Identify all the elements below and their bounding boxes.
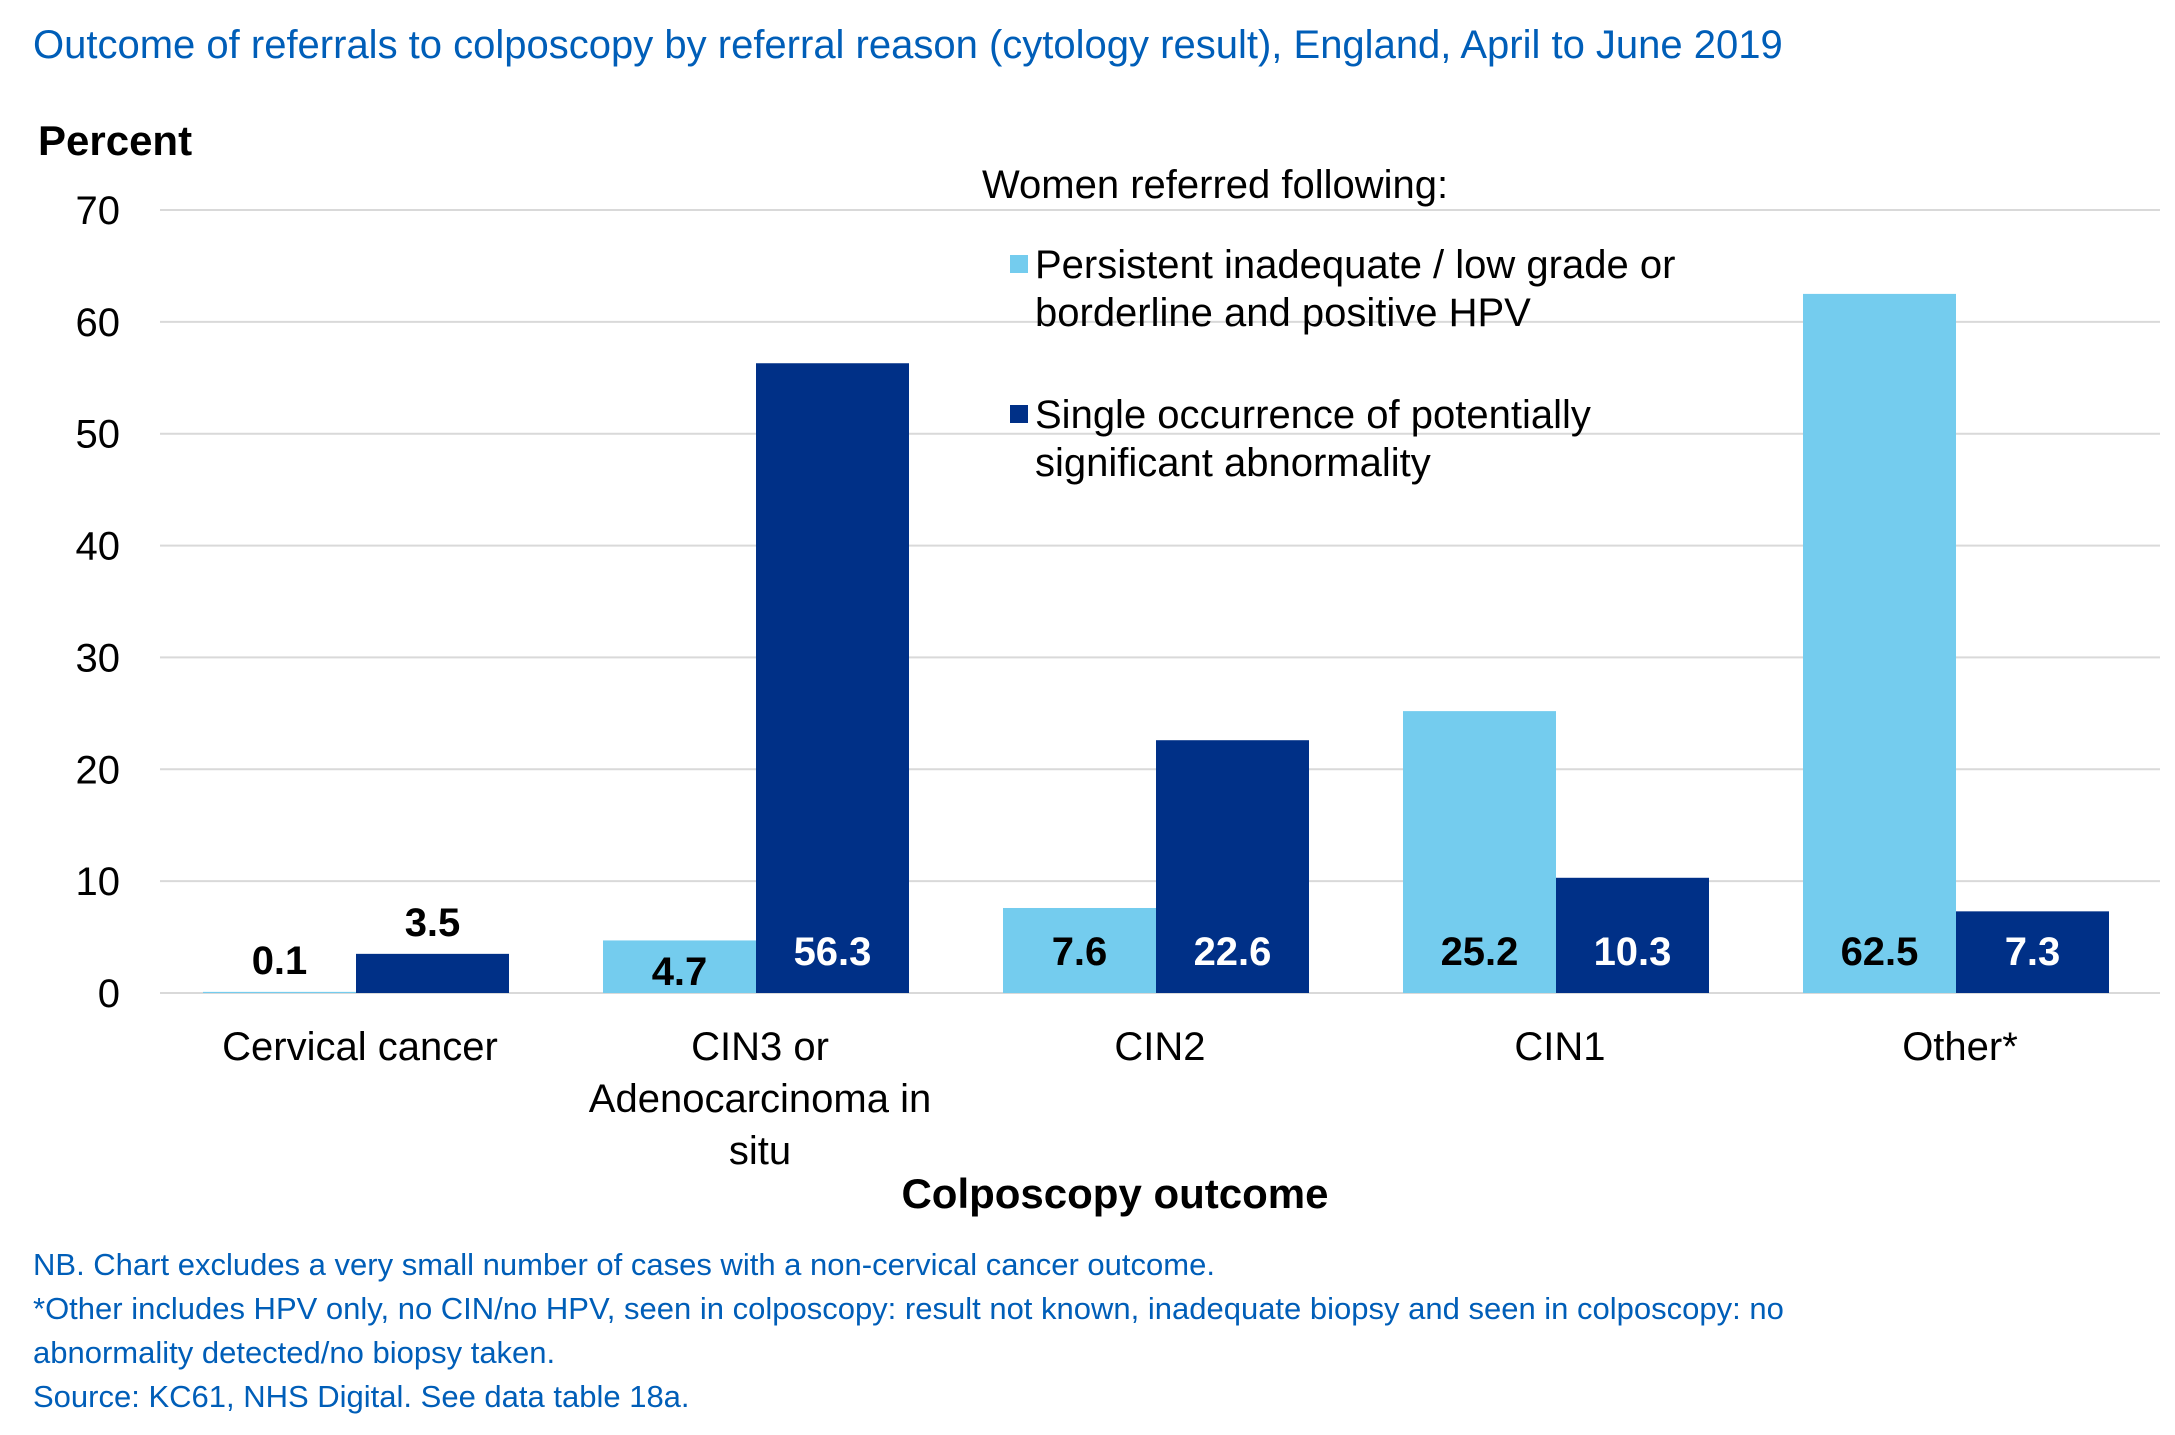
y-tick-label: 40 bbox=[76, 525, 121, 569]
data-label-series2-0: 3.5 bbox=[405, 901, 461, 945]
legend-swatch-series2 bbox=[1010, 405, 1028, 423]
x-category-label: situ bbox=[729, 1129, 791, 1173]
footnote: NB. Chart excludes a very small number o… bbox=[33, 1247, 1215, 1282]
legend-swatch-series1 bbox=[1010, 255, 1028, 273]
y-axis-label: Percent bbox=[38, 117, 192, 164]
y-tick-label: 30 bbox=[76, 636, 121, 680]
bar-series2-0 bbox=[356, 953, 509, 993]
bar-series2-4 bbox=[1956, 911, 2109, 993]
x-category-label: CIN2 bbox=[1114, 1025, 1205, 1069]
bar-series2-3 bbox=[1556, 877, 1709, 993]
y-tick-label: 20 bbox=[76, 748, 121, 792]
y-tick-label: 10 bbox=[76, 860, 121, 904]
bar-series2-1 bbox=[756, 363, 909, 994]
bar-series1-0 bbox=[203, 991, 356, 993]
legend-label-series2: Single occurrence of potentially bbox=[1035, 393, 1591, 437]
data-label-series1-0: 0.1 bbox=[252, 939, 308, 983]
legend-title: Women referred following: bbox=[982, 163, 1448, 207]
footnote: Source: KC61, NHS Digital. See data tabl… bbox=[33, 1379, 690, 1414]
x-category-label: CIN3 or bbox=[691, 1025, 829, 1069]
x-category-label: Cervical cancer bbox=[222, 1025, 498, 1069]
data-label-series1-3: 25.2 bbox=[1441, 930, 1519, 974]
data-label-series2-3: 10.3 bbox=[1594, 930, 1672, 974]
data-label-series2-1: 56.3 bbox=[794, 930, 872, 974]
data-label-series1-1: 4.7 bbox=[652, 950, 708, 994]
y-tick-label: 60 bbox=[76, 301, 121, 345]
y-tick-label: 50 bbox=[76, 413, 121, 457]
x-axis-label: Colposcopy outcome bbox=[901, 1170, 1328, 1217]
legend-label-series1: Persistent inadequate / low grade or bbox=[1035, 243, 1675, 287]
footnote: *Other includes HPV only, no CIN/no HPV,… bbox=[33, 1291, 1784, 1326]
x-category-label: CIN1 bbox=[1514, 1025, 1605, 1069]
chart-title: Outcome of referrals to colposcopy by re… bbox=[33, 23, 1783, 67]
bar-series1-1 bbox=[603, 940, 756, 993]
data-label-series2-4: 7.3 bbox=[2005, 930, 2061, 974]
legend-label-series1: borderline and positive HPV bbox=[1035, 291, 1531, 335]
legend-label-series2: significant abnormality bbox=[1035, 441, 1431, 485]
data-label-series1-4: 62.5 bbox=[1841, 930, 1919, 974]
footnote: abnormality detected/no biopsy taken. bbox=[33, 1335, 555, 1370]
y-tick-label: 70 bbox=[76, 189, 121, 233]
data-label-series1-2: 7.6 bbox=[1052, 930, 1108, 974]
data-label-series2-2: 22.6 bbox=[1194, 930, 1272, 974]
x-category-label: Adenocarcinoma in bbox=[589, 1077, 931, 1121]
y-tick-label: 0 bbox=[98, 972, 120, 1016]
bar-series1-4 bbox=[1803, 293, 1956, 994]
bar-series1-2 bbox=[1003, 907, 1156, 993]
x-category-label: Other* bbox=[1902, 1025, 2018, 1069]
bar-series2-2 bbox=[1156, 740, 1309, 993]
bar-series1-3 bbox=[1403, 711, 1556, 993]
